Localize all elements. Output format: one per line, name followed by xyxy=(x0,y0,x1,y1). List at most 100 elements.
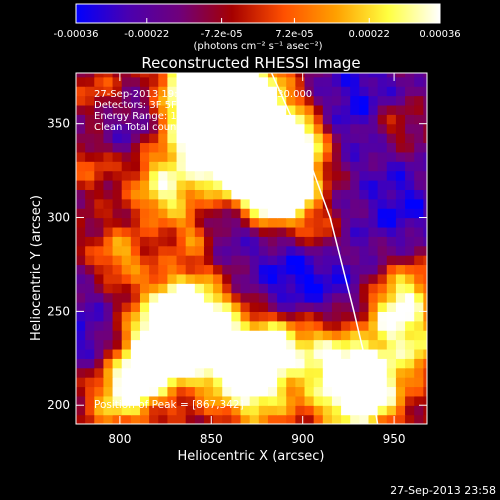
heatmap-cell xyxy=(304,339,315,350)
heatmap-cell xyxy=(76,76,86,87)
heatmap-cell xyxy=(94,301,105,312)
heatmap-cell xyxy=(286,320,296,331)
heatmap-cell xyxy=(313,189,324,200)
heatmap-cell xyxy=(286,348,296,359)
heatmap-cell xyxy=(359,339,370,350)
heatmap-cell xyxy=(377,264,388,275)
heatmap-cell xyxy=(121,151,132,162)
heatmap-cell xyxy=(76,395,86,406)
heatmap-cell xyxy=(103,151,114,162)
heatmap-cell xyxy=(158,405,169,416)
heatmap-cell xyxy=(222,283,232,294)
heatmap-cell xyxy=(395,386,406,397)
heatmap-cell xyxy=(76,142,86,153)
heatmap-cell xyxy=(286,179,296,190)
heatmap-cell xyxy=(213,208,223,219)
heatmap-cell xyxy=(231,367,242,378)
heatmap-cell xyxy=(313,386,324,397)
heatmap-cell xyxy=(149,198,159,209)
heatmap-cell xyxy=(240,255,251,266)
heatmap-cell xyxy=(414,395,424,406)
heatmap-cell xyxy=(158,358,169,369)
heatmap-cell xyxy=(386,395,397,406)
x-axis-ticks: 800 850 900 950 xyxy=(108,73,406,446)
heatmap-cell xyxy=(313,348,324,359)
heatmap-cell xyxy=(304,292,315,303)
heatmap-cell xyxy=(350,348,360,359)
heatmap-cell xyxy=(386,151,397,162)
heatmap-cell xyxy=(194,73,205,78)
heatmap-cell xyxy=(240,151,251,162)
heatmap-cell xyxy=(386,339,397,350)
heatmap-cell xyxy=(240,348,251,359)
heatmap-cell xyxy=(176,348,187,359)
heatmap-cell xyxy=(203,367,214,378)
heatmap-cell xyxy=(295,198,306,209)
heatmap-cell xyxy=(112,301,123,312)
heatmap-cell xyxy=(231,123,242,134)
heatmap-cell xyxy=(341,170,351,181)
heatmap-cell xyxy=(423,198,427,209)
heatmap-cell xyxy=(130,330,141,341)
heatmap-cell xyxy=(176,358,187,369)
heatmap-cell xyxy=(167,226,178,237)
heatmap-cell xyxy=(423,348,427,359)
heatmap-cell xyxy=(213,348,223,359)
heatmap-cell xyxy=(139,301,150,312)
heatmap-cell xyxy=(423,405,427,416)
heatmap-cell xyxy=(194,189,205,200)
heatmap-cell xyxy=(313,161,324,172)
heatmap-cell xyxy=(386,330,397,341)
heatmap-cell xyxy=(423,264,427,275)
heatmap-cell xyxy=(76,95,86,106)
heatmap-cell xyxy=(322,273,333,284)
heatmap-cell xyxy=(139,273,150,284)
heatmap-cell xyxy=(423,330,427,341)
heatmap-cell xyxy=(121,133,132,144)
heatmap-cell xyxy=(176,73,187,78)
heatmap-cell xyxy=(304,151,315,162)
heatmap-cell xyxy=(341,405,351,416)
heatmap-cell xyxy=(130,198,141,209)
x-tick-label: 850 xyxy=(200,432,223,446)
heatmap-cell xyxy=(331,104,342,115)
heatmap-cell xyxy=(203,292,214,303)
heatmap-cell xyxy=(286,208,296,219)
footer-timestamp: 27-Sep-2013 23:58 xyxy=(390,484,496,497)
heatmap-cell xyxy=(395,264,406,275)
heatmap-cell xyxy=(94,114,105,125)
heatmap-cell xyxy=(258,95,269,106)
heatmap-cell xyxy=(94,283,105,294)
heatmap-cell xyxy=(158,73,169,78)
heatmap-cell xyxy=(213,283,223,294)
heatmap-cell xyxy=(331,161,342,172)
heatmap-cell xyxy=(405,179,415,190)
heatmap-cell xyxy=(121,414,132,424)
heatmap-cell xyxy=(359,76,370,87)
heatmap-cell xyxy=(304,179,315,190)
heatmap-cell xyxy=(277,283,287,294)
heatmap-cell xyxy=(222,348,232,359)
heatmap-cell xyxy=(258,114,269,125)
heatmap-cell xyxy=(231,170,242,181)
heatmap-cell xyxy=(94,217,105,228)
heatmap-cell xyxy=(341,142,351,153)
heatmap-cell xyxy=(368,208,379,219)
heatmap-cell xyxy=(423,273,427,284)
heatmap-cell xyxy=(203,264,214,275)
heatmap-cell xyxy=(395,283,406,294)
heatmap-cell xyxy=(249,133,260,144)
heatmap-cell xyxy=(194,161,205,172)
heatmap-cell xyxy=(405,255,415,266)
heatmap-cell xyxy=(350,123,360,134)
heatmap-cell xyxy=(158,179,169,190)
heatmap-cell xyxy=(139,320,150,331)
heatmap-cell xyxy=(167,161,178,172)
heatmap-cell xyxy=(359,405,370,416)
heatmap-cell xyxy=(304,330,315,341)
heatmap-cell xyxy=(149,311,159,322)
heatmap-cell xyxy=(395,151,406,162)
heatmap-cell xyxy=(176,311,187,322)
heatmap-cell xyxy=(240,114,251,125)
annotation-line: Clean Total counts: 6.54E+03 xyxy=(94,122,242,133)
